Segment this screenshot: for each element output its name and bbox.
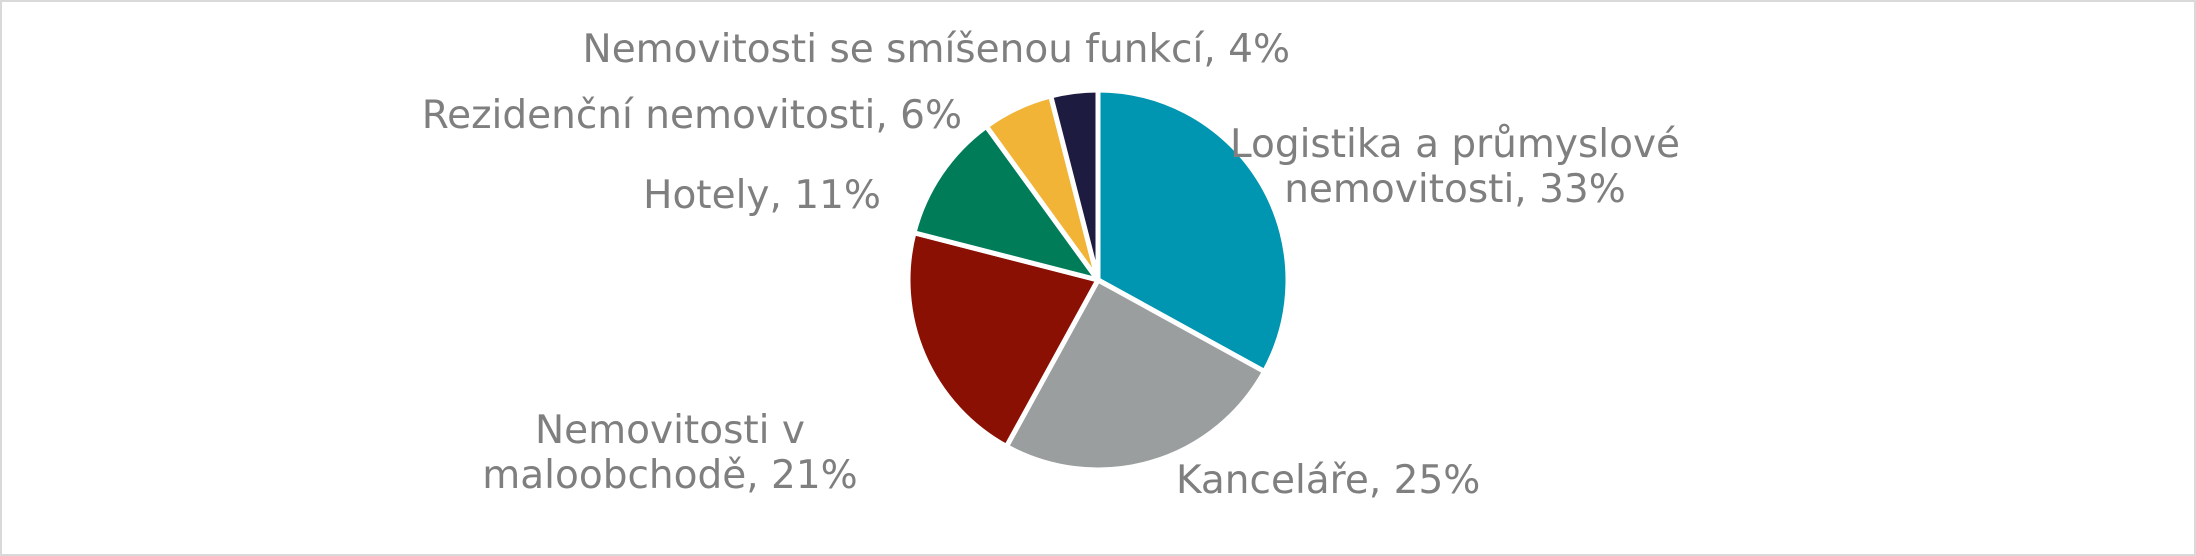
slice-label-hotely: Hotely, 11% xyxy=(643,173,881,218)
slice-label-line: Logistika a průmyslové xyxy=(1230,122,1680,167)
slice-label-line: nemovitosti, 33% xyxy=(1284,167,1626,212)
slice-label-line: maloobchodě, 21% xyxy=(482,453,857,498)
pie-slice-nemovitosti-v-maloobchode xyxy=(905,230,1101,449)
pie-slice-kancelare xyxy=(1003,277,1267,473)
pie-slice-nemovitosti-se-smisenou-funkci xyxy=(1048,87,1101,283)
slice-label-line: Nemovitosti v xyxy=(535,408,805,453)
pie-slice-hotely xyxy=(911,123,1101,283)
slice-label-nemovitosti-v-maloobchode: Nemovitosti v maloobchodě, 21% xyxy=(482,408,857,498)
slice-label-line: Nemovitosti se smíšenou funkcí, 4% xyxy=(583,27,1290,72)
slice-label-line: Rezidenční nemovitosti, 6% xyxy=(422,93,962,138)
slice-label-kancelare: Kanceláře, 25% xyxy=(1176,458,1480,503)
slice-label-rezidencni-nemovitosti: Rezidenční nemovitosti, 6% xyxy=(422,93,962,138)
slice-label-line: Kanceláře, 25% xyxy=(1176,458,1480,503)
slice-labels: Logistika a průmyslové nemovitosti, 33% Ka… xyxy=(422,27,1680,503)
slice-label-line: Hotely, 11% xyxy=(643,173,881,218)
pie-slices xyxy=(905,87,1291,473)
slice-label-nemovitosti-se-smisenou-funkci: Nemovitosti se smíšenou funkcí, 4% xyxy=(583,27,1290,72)
pie-slice-logistika-a-prumyslove-nemovitosti xyxy=(1095,87,1291,375)
slice-label-logistika-a-prumyslove-nemovitosti: Logistika a průmyslové nemovitosti, 33% xyxy=(1230,122,1680,212)
